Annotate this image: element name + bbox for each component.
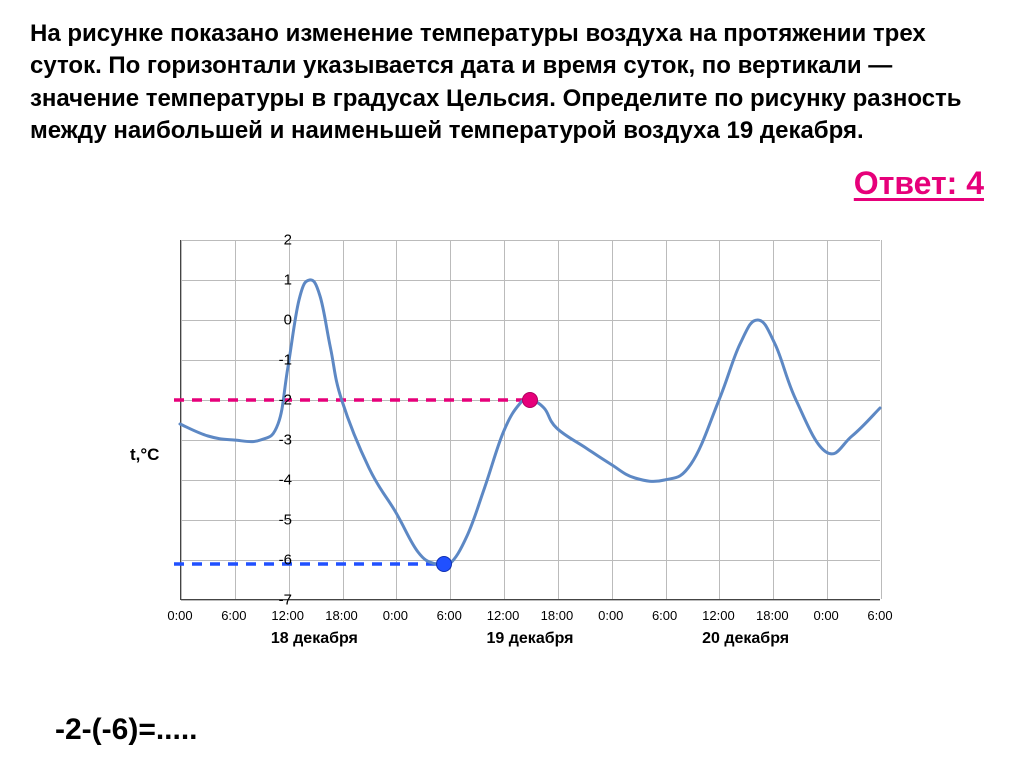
x-tick-label: 6:00	[867, 608, 892, 623]
x-tick-label: 0:00	[598, 608, 623, 623]
y-tick-label: -2	[262, 392, 292, 409]
y-tick-label: -1	[262, 352, 292, 369]
data-point-marker	[436, 556, 452, 572]
x-tick-label: 0:00	[383, 608, 408, 623]
y-tick-label: -3	[262, 432, 292, 449]
x-tick-label: 0:00	[167, 608, 192, 623]
y-axis-label: t,°C	[130, 445, 159, 465]
x-tick-label: 18:00	[756, 608, 789, 623]
x-tick-label: 12:00	[487, 608, 520, 623]
y-tick-label: -5	[262, 512, 292, 529]
x-tick-label: 12:00	[702, 608, 735, 623]
y-tick-label: 0	[262, 312, 292, 329]
date-label: 18 декабря	[271, 630, 358, 648]
y-tick-label: 2	[262, 232, 292, 249]
date-label: 20 декабря	[702, 630, 789, 648]
x-tick-label: 18:00	[325, 608, 358, 623]
problem-statement: На рисунке показано изменение температур…	[30, 18, 990, 148]
x-tick-label: 6:00	[652, 608, 677, 623]
temperature-curve	[180, 240, 880, 600]
x-tick-label: 12:00	[271, 608, 304, 623]
date-label: 19 декабря	[487, 630, 574, 648]
x-tick-label: 6:00	[221, 608, 246, 623]
data-point-marker	[522, 392, 538, 408]
x-tick-label: 6:00	[437, 608, 462, 623]
x-tick-label: 18:00	[541, 608, 574, 623]
grid-line-vertical	[881, 240, 882, 599]
y-tick-label: -7	[262, 592, 292, 609]
y-tick-label: -4	[262, 472, 292, 489]
y-tick-label: -6	[262, 552, 292, 569]
temperature-chart: t,°C 2 1 0 -1 -2 -3 -4 -5 -6 -7 0:00 6:00 12:00 18:0…	[100, 230, 920, 660]
x-tick-label: 0:00	[813, 608, 838, 623]
y-tick-label: 1	[262, 272, 292, 289]
answer-text: Ответ: 4	[854, 165, 984, 202]
calculation-text: -2-(-6)=.....	[55, 713, 198, 747]
